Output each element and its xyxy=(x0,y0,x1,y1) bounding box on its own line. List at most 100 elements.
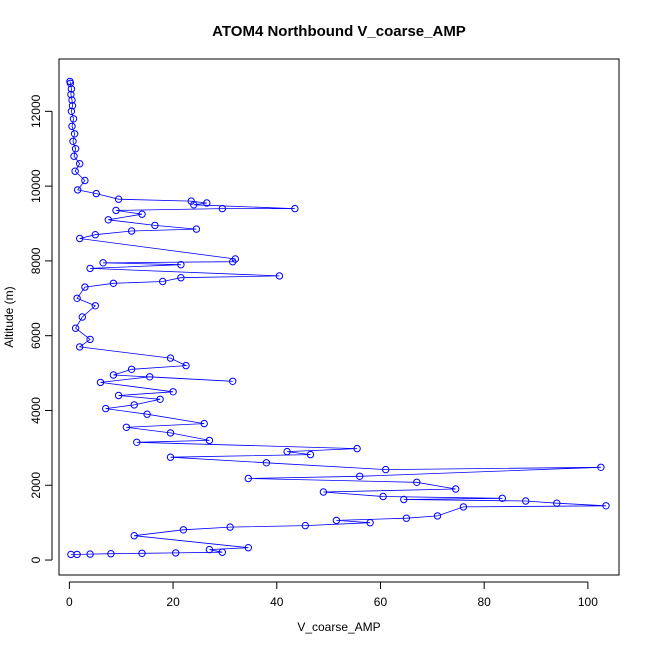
data-point xyxy=(205,436,214,445)
data-point xyxy=(379,492,387,501)
data-point xyxy=(301,521,309,530)
data-point xyxy=(190,201,198,209)
data-point xyxy=(73,294,81,302)
data-point xyxy=(166,354,175,362)
data-point xyxy=(143,410,151,418)
data-point xyxy=(226,523,234,531)
data-point xyxy=(283,447,291,456)
data-point xyxy=(138,210,146,218)
data-point xyxy=(71,145,80,153)
data-point xyxy=(86,335,94,344)
data-point xyxy=(177,274,185,282)
data-point xyxy=(109,279,118,287)
data-point xyxy=(86,550,94,558)
data-point xyxy=(452,485,460,493)
data-point xyxy=(70,130,79,138)
data-point xyxy=(229,258,237,266)
data-point xyxy=(96,378,105,387)
x-tick-label: 40 xyxy=(270,595,284,609)
chart-title: ATOM4 Northbound V_coarse_AMP xyxy=(212,23,466,40)
data-point xyxy=(353,444,361,453)
data-point xyxy=(86,264,94,273)
plot-area xyxy=(66,77,610,559)
data-point xyxy=(114,195,123,203)
data-point xyxy=(151,221,159,230)
data-point xyxy=(200,419,208,428)
data-point xyxy=(127,227,136,235)
data-point xyxy=(130,532,138,540)
data-point xyxy=(76,160,84,168)
data-point xyxy=(159,277,167,286)
plot-frame xyxy=(58,58,620,576)
x-tick-label: 100 xyxy=(578,595,598,609)
data-point xyxy=(553,499,561,507)
x-axis-label: V_coarse_AMP xyxy=(297,620,380,634)
data-point xyxy=(402,514,411,522)
data-point xyxy=(138,549,146,557)
data-point xyxy=(262,459,271,467)
data-point xyxy=(400,495,408,504)
y-tick-label: 8000 xyxy=(29,247,43,274)
data-point xyxy=(166,429,175,437)
data-point xyxy=(146,373,154,381)
data-point xyxy=(71,167,79,175)
data-point xyxy=(356,472,364,480)
x-tick-label: 80 xyxy=(478,595,492,609)
data-point xyxy=(102,404,110,413)
data-point xyxy=(109,371,118,379)
data-point xyxy=(522,497,530,505)
data-point xyxy=(76,234,84,243)
data-point xyxy=(413,478,421,486)
data-point xyxy=(156,395,164,403)
data-point xyxy=(382,465,390,474)
data-point xyxy=(306,450,315,459)
data-point xyxy=(182,361,190,370)
y-axis-label: Altitude (m) xyxy=(2,286,16,347)
data-point xyxy=(104,216,113,224)
y-tick-label: 10000 xyxy=(29,169,43,203)
data-point xyxy=(166,453,175,461)
data-point xyxy=(218,204,227,213)
data-point xyxy=(67,107,76,116)
data-point xyxy=(67,85,76,93)
data-point xyxy=(91,231,100,239)
y-tick-label: 0 xyxy=(29,556,43,563)
series-line xyxy=(69,81,607,555)
data-point xyxy=(498,494,506,502)
data-point xyxy=(107,550,115,558)
data-point xyxy=(187,197,195,205)
data-point xyxy=(133,438,141,446)
data-point xyxy=(68,122,76,131)
data-point xyxy=(112,206,120,215)
data-point xyxy=(205,545,214,554)
data-point xyxy=(81,283,89,291)
x-tick-label: 20 xyxy=(166,595,180,609)
data-point xyxy=(78,313,87,321)
data-point xyxy=(68,96,76,104)
data-point xyxy=(602,502,610,510)
data-point xyxy=(70,152,78,160)
data-point xyxy=(99,259,107,267)
data-point xyxy=(92,189,101,198)
data-point xyxy=(597,463,605,471)
data-point xyxy=(192,225,201,233)
y-tick-label: 6000 xyxy=(29,322,43,349)
data-point xyxy=(291,204,299,213)
data-point xyxy=(433,512,442,520)
data-point xyxy=(81,176,89,185)
data-point xyxy=(69,115,78,123)
x-tick-label: 60 xyxy=(374,595,388,609)
data-point xyxy=(76,343,84,351)
x-axis: 0 20 40 60 80 100 xyxy=(66,581,598,609)
data-point xyxy=(169,388,177,396)
data-point xyxy=(71,324,80,332)
x-tick-label: 0 xyxy=(66,595,73,609)
data-point xyxy=(67,550,75,559)
data-point xyxy=(218,548,227,556)
data-point xyxy=(332,516,341,525)
data-point xyxy=(172,549,180,557)
data-point xyxy=(244,544,253,552)
data-point xyxy=(319,488,328,496)
data-point xyxy=(203,199,211,207)
